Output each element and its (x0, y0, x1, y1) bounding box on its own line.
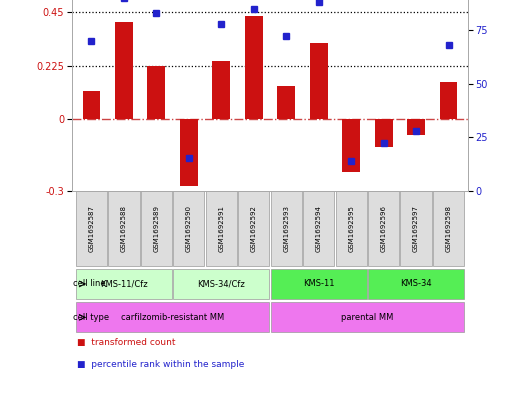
Text: KMS-34: KMS-34 (400, 279, 432, 288)
Text: GSM1692597: GSM1692597 (413, 206, 419, 252)
Bar (108, 191, 140, 266)
Text: GSM1692595: GSM1692595 (348, 206, 354, 252)
Text: GSM1692594: GSM1692594 (316, 206, 322, 252)
Bar (407, 119, 425, 135)
Text: GSM1692591: GSM1692591 (218, 206, 224, 252)
Text: ■  transformed count: ■ transformed count (77, 338, 176, 347)
Bar (440, 82, 458, 119)
Bar (433, 191, 464, 266)
Bar (76, 269, 172, 299)
Bar (401, 191, 431, 266)
Text: GSM1692598: GSM1692598 (446, 206, 451, 252)
Bar (310, 43, 327, 119)
Bar (277, 86, 295, 119)
Bar (206, 191, 237, 266)
Bar (76, 302, 269, 332)
Bar (368, 191, 399, 266)
Bar (270, 269, 367, 299)
Bar (173, 191, 204, 266)
Bar (173, 269, 269, 299)
Text: cell type: cell type (73, 313, 109, 322)
Text: cell line: cell line (73, 279, 105, 288)
Bar (303, 191, 334, 266)
Text: GSM1692592: GSM1692592 (251, 206, 257, 252)
Text: GSM1692596: GSM1692596 (381, 206, 386, 252)
Text: GSM1692588: GSM1692588 (121, 206, 127, 252)
Bar (245, 16, 263, 119)
Text: GSM1692587: GSM1692587 (88, 206, 95, 252)
Text: KMS-34/Cfz: KMS-34/Cfz (198, 279, 245, 288)
Bar (115, 22, 133, 119)
Text: ■  percentile rank within the sample: ■ percentile rank within the sample (77, 360, 245, 369)
Text: KMS-11: KMS-11 (303, 279, 334, 288)
Bar (180, 119, 198, 186)
Bar (368, 269, 464, 299)
Bar (270, 191, 302, 266)
Bar (342, 119, 360, 172)
Text: GSM1692593: GSM1692593 (283, 206, 289, 252)
Text: GSM1692590: GSM1692590 (186, 206, 192, 252)
Text: GSM1692589: GSM1692589 (153, 206, 160, 252)
Bar (83, 91, 100, 119)
Text: parental MM: parental MM (341, 313, 394, 322)
Text: KMS-11/Cfz: KMS-11/Cfz (100, 279, 147, 288)
Bar (374, 119, 393, 147)
Bar (76, 191, 107, 266)
Bar (336, 191, 367, 266)
Text: carfilzomib-resistant MM: carfilzomib-resistant MM (121, 313, 224, 322)
Bar (238, 191, 269, 266)
Bar (147, 66, 165, 119)
Bar (141, 191, 172, 266)
Bar (212, 61, 230, 119)
Bar (270, 302, 464, 332)
